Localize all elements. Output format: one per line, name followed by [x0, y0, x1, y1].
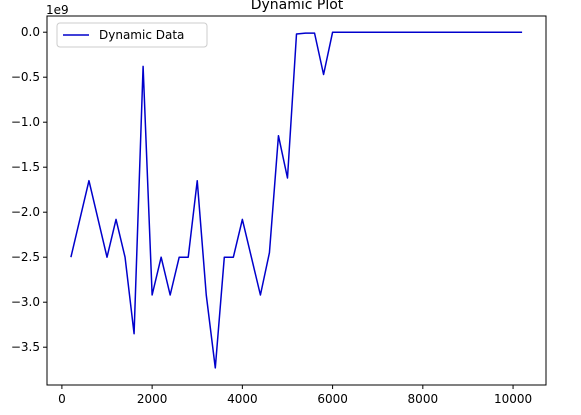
series-line-0	[70, 31, 523, 369]
y-tick-label: −1.5	[11, 160, 40, 174]
legend-box	[56, 22, 208, 48]
series-layer	[70, 31, 523, 369]
y-axis: 0.0 −0.5 −1.0 −1.5 −2.0 −2.5 −3.0 −3.5	[11, 25, 47, 354]
y-tick-label: −2.0	[11, 205, 40, 219]
x-tick-label: 2000	[137, 392, 168, 406]
y-tick-label: −0.5	[11, 70, 40, 84]
plot-area	[46, 15, 547, 386]
legend-label: Dynamic Data	[99, 28, 184, 42]
x-tick-label: 6000	[317, 392, 348, 406]
legend: Dynamic Data	[56, 22, 208, 48]
x-tick-label: 4000	[227, 392, 258, 406]
y-tick-label: −1.0	[11, 115, 40, 129]
y-tick-label: −2.5	[11, 250, 40, 264]
x-axis: 0 2000 4000 6000 8000 10000	[58, 385, 532, 406]
x-tick-label: 0	[58, 392, 66, 406]
x-tick-label: 10000	[494, 392, 532, 406]
y-tick-label: −3.5	[11, 340, 40, 354]
y-offset-label: 1e9	[46, 3, 69, 17]
chart-title: Dynamic Plot	[251, 0, 344, 13]
y-tick-label: 0.0	[21, 25, 40, 39]
y-tick-label: −3.0	[11, 295, 40, 309]
x-tick-label: 8000	[408, 392, 439, 406]
